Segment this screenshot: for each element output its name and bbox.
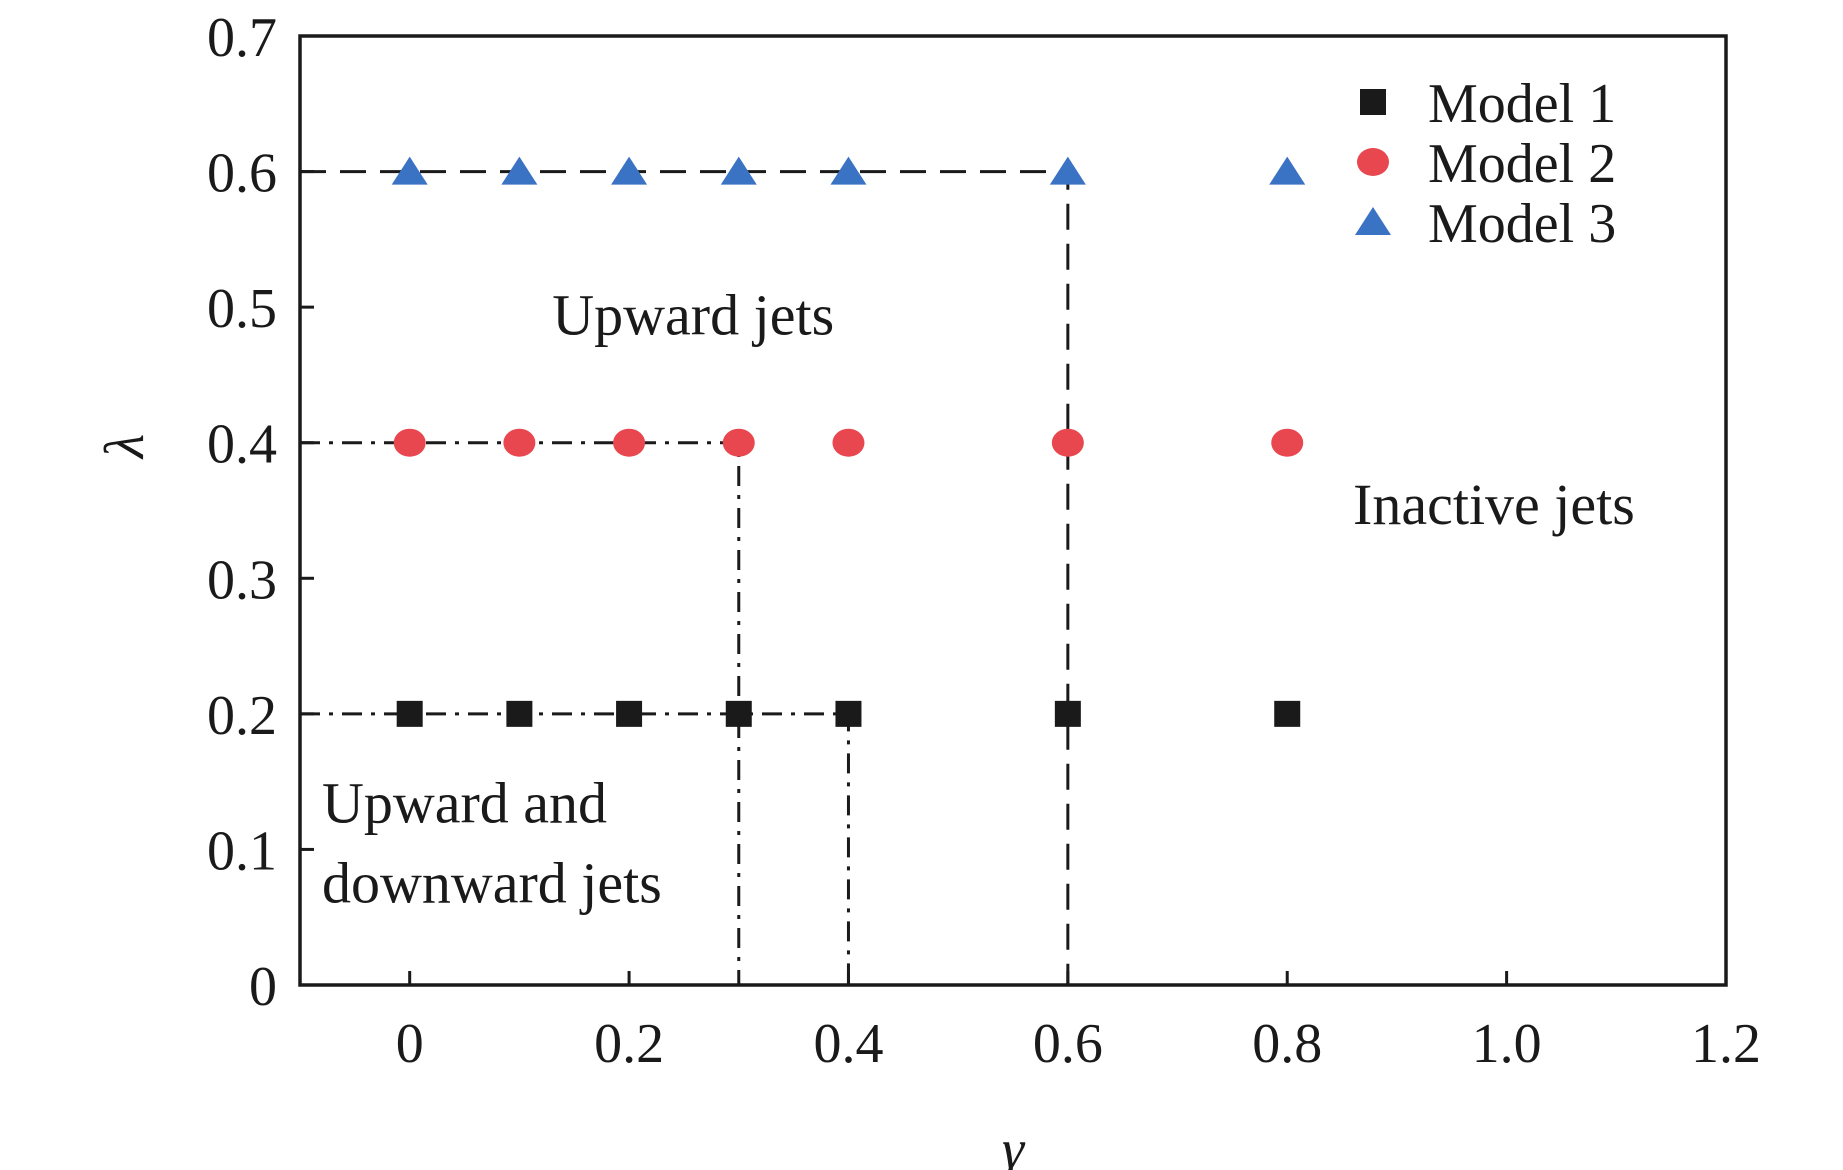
y-tick-label: 0.6 <box>207 143 277 205</box>
model-2-point <box>832 428 865 457</box>
model-1-point <box>506 700 533 727</box>
legend-label-model-1: Model 1 <box>1428 73 1616 135</box>
x-tick-label: 1.0 <box>1472 1013 1542 1075</box>
legend-marker-model-2 <box>1357 148 1389 176</box>
y-tick-label: 0.7 <box>207 7 277 69</box>
model-3-point <box>501 156 538 185</box>
data-points <box>391 156 1306 727</box>
model-2-point <box>503 428 536 457</box>
region-upward-jets: Upward jets <box>552 282 834 347</box>
x-tick-label: 0.4 <box>813 1013 883 1075</box>
x-tick-label: 0 <box>396 1013 424 1075</box>
region-inactive-jets: Inactive jets <box>1353 472 1635 537</box>
x-tick-label: 0.2 <box>594 1013 664 1075</box>
region-annotations: Upward jets Inactive jets Upward and downwa… <box>322 282 1635 915</box>
model-1-point <box>1054 700 1081 727</box>
legend-label-model-2: Model 2 <box>1428 133 1616 195</box>
model-2-point <box>393 428 426 457</box>
model-1-point <box>396 700 423 727</box>
model-3-point <box>1049 156 1086 185</box>
legend-marker-model-1 <box>1360 89 1386 115</box>
y-tick-label: 0.3 <box>207 549 277 611</box>
legend-label-model-3: Model 3 <box>1428 193 1616 255</box>
tick-labels: 0 0.2 0.4 0.6 0.8 1.0 1.2 0 0.1 0.2 0.3 0.4 0.5 0.6 0.… <box>207 7 1761 1075</box>
x-tick-label: 0.6 <box>1033 1013 1103 1075</box>
y-axis-label: λ <box>94 434 156 460</box>
model-1-point <box>725 700 752 727</box>
model-3-point <box>611 156 648 185</box>
region-upward-downward-jets: Upward and downward jets <box>322 770 662 915</box>
legend-marker-model-3 <box>1355 207 1391 235</box>
y-tick-label: 0.2 <box>207 685 277 747</box>
model-3-point <box>830 156 867 185</box>
x-axis-label: γ <box>1002 1119 1026 1170</box>
region-upward-jets-line: Upward jets <box>552 282 834 347</box>
y-tick-label: 0 <box>249 956 277 1018</box>
axis-ticks <box>300 34 1728 987</box>
model-3-point <box>720 156 757 185</box>
model-2-point <box>722 428 755 457</box>
model-1-point <box>616 700 643 727</box>
plot-frame <box>298 34 1728 987</box>
y-tick-label: 0.4 <box>207 414 277 476</box>
y-tick-label: 0.5 <box>207 278 277 340</box>
model-2-point <box>613 428 646 457</box>
model-3-point <box>1269 156 1306 185</box>
x-tick-label: 1.2 <box>1691 1013 1761 1075</box>
model-2-point <box>1051 428 1084 457</box>
model-2-point <box>1271 428 1304 457</box>
region-inactive-jets-line: Inactive jets <box>1353 472 1635 537</box>
x-tick-label: 0.8 <box>1252 1013 1322 1075</box>
region-upward-downward-jets-line: Upward and <box>322 770 607 835</box>
model-1-point <box>835 700 862 727</box>
region-upward-downward-jets-line: downward jets <box>322 850 662 915</box>
model-3-point <box>391 156 428 185</box>
y-tick-label: 0.1 <box>207 820 277 882</box>
model-1-point <box>1274 700 1301 727</box>
